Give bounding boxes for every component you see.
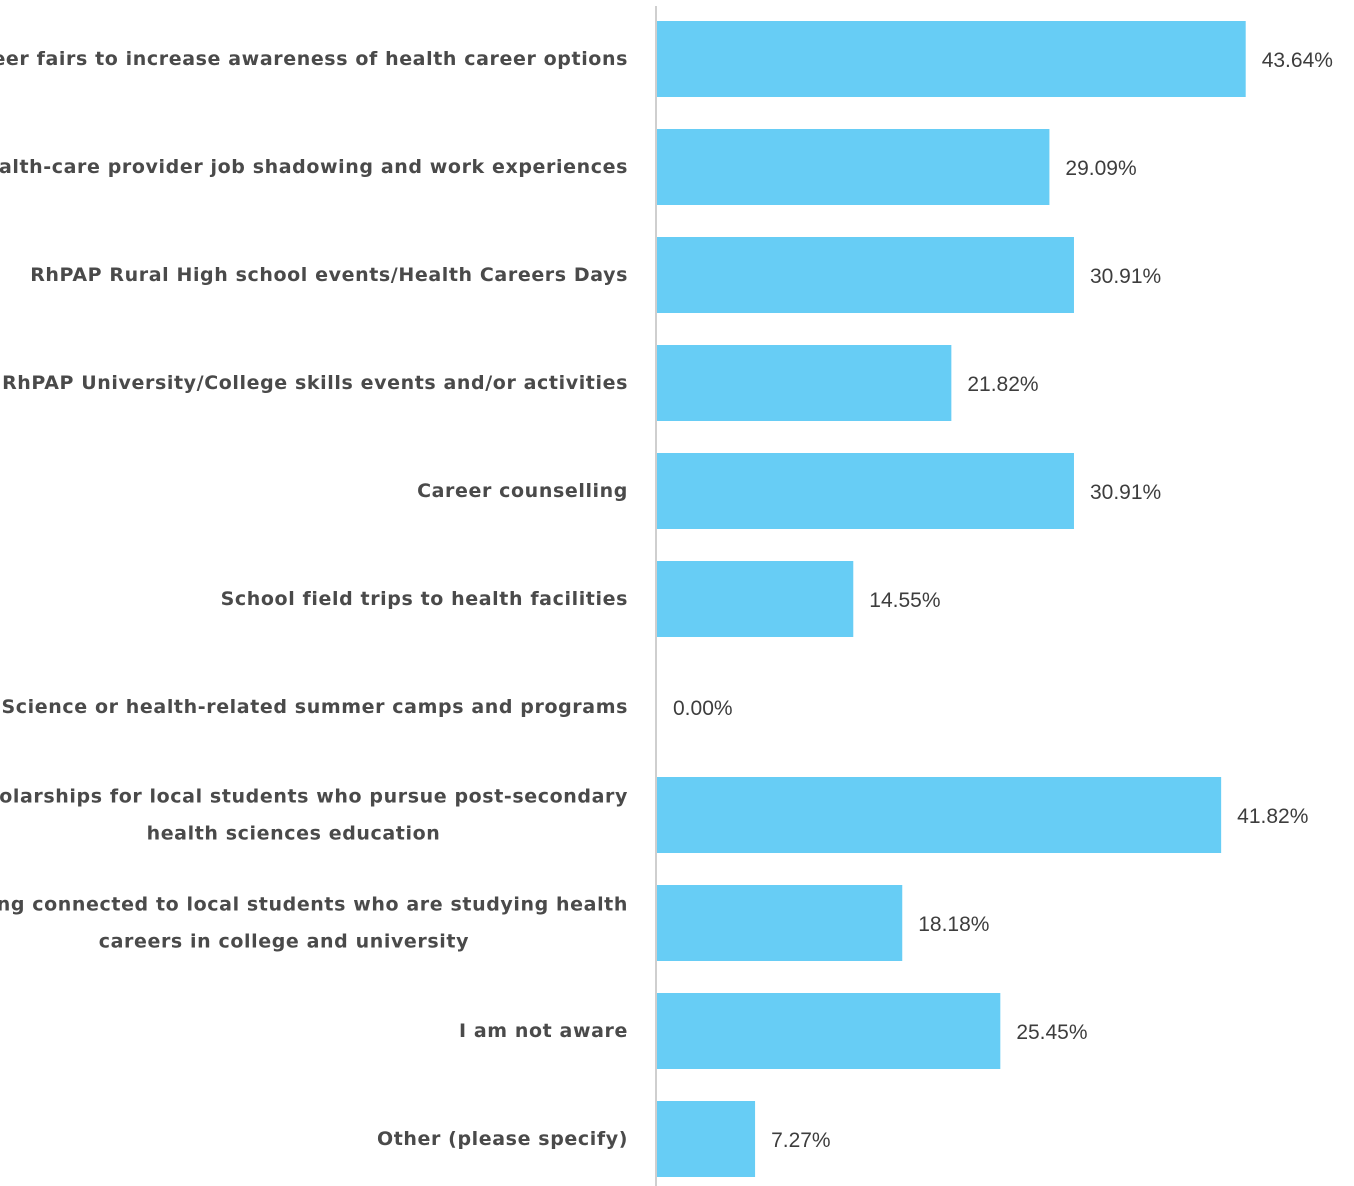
category-label-line: I am not aware bbox=[459, 1020, 628, 1042]
value-label-3: 30.91% bbox=[1090, 265, 1161, 288]
category-label-11: Other (please specify) bbox=[377, 1128, 628, 1150]
category-label-line: Career fairs to increase awareness of he… bbox=[0, 48, 628, 70]
category-label-2: Health-care provider job shadowing and w… bbox=[0, 156, 628, 178]
bar-11 bbox=[657, 1101, 756, 1177]
category-label-1: Career fairs to increase awareness of he… bbox=[0, 48, 628, 70]
bar-10 bbox=[657, 993, 1001, 1069]
category-label-line: Health-care provider job shadowing and w… bbox=[0, 156, 628, 178]
bar-4 bbox=[657, 345, 952, 421]
bar-9 bbox=[657, 885, 903, 961]
bars-group bbox=[657, 21, 1246, 1177]
category-label-line: Staying connected to local students who … bbox=[0, 894, 628, 916]
category-label-4: RhPAP University/College skills events a… bbox=[2, 372, 628, 394]
category-label-line: Career counselling bbox=[417, 480, 628, 502]
value-label-4: 21.82% bbox=[967, 373, 1038, 396]
category-label-5: Career counselling bbox=[417, 480, 628, 502]
value-label-8: 41.82% bbox=[1237, 805, 1308, 828]
bar-3 bbox=[657, 237, 1074, 313]
category-label-line: Scholarships for local students who purs… bbox=[0, 786, 628, 808]
category-label-line: RhPAP Rural High school events/Health Ca… bbox=[30, 264, 628, 286]
category-label-line: Science or health-related summer camps a… bbox=[2, 696, 628, 718]
bar-5 bbox=[657, 453, 1074, 529]
category-label-line: RhPAP University/College skills events a… bbox=[2, 372, 628, 394]
bar-6 bbox=[657, 561, 854, 637]
category-label-6: School field trips to health facilities bbox=[221, 588, 628, 610]
category-label-9: Staying connected to local students who … bbox=[0, 894, 628, 953]
value-label-11: 7.27% bbox=[771, 1129, 831, 1152]
bar-2 bbox=[657, 129, 1050, 205]
bar-1 bbox=[657, 21, 1246, 97]
labels-group: 43.64% Career fairs to increase awareness… bbox=[0, 48, 1333, 1152]
category-label-line: School field trips to health facilities bbox=[221, 588, 628, 610]
category-label-line: Other (please specify) bbox=[377, 1128, 628, 1150]
value-label-1: 43.64% bbox=[1262, 49, 1333, 72]
category-label-line: careers in college and university bbox=[99, 931, 469, 953]
value-label-5: 30.91% bbox=[1090, 481, 1161, 504]
bar-8 bbox=[657, 777, 1222, 853]
value-label-6: 14.55% bbox=[869, 589, 940, 612]
value-label-2: 29.09% bbox=[1065, 157, 1136, 180]
value-label-7: 0.00% bbox=[673, 697, 733, 720]
category-label-10: I am not aware bbox=[459, 1020, 628, 1042]
value-label-9: 18.18% bbox=[918, 913, 989, 936]
category-label-7: Science or health-related summer camps a… bbox=[2, 696, 628, 718]
value-label-10: 25.45% bbox=[1016, 1021, 1087, 1044]
category-label-line: health sciences education bbox=[147, 823, 441, 845]
category-label-8: Scholarships for local students who purs… bbox=[0, 786, 628, 845]
category-label-3: RhPAP Rural High school events/Health Ca… bbox=[30, 264, 628, 286]
